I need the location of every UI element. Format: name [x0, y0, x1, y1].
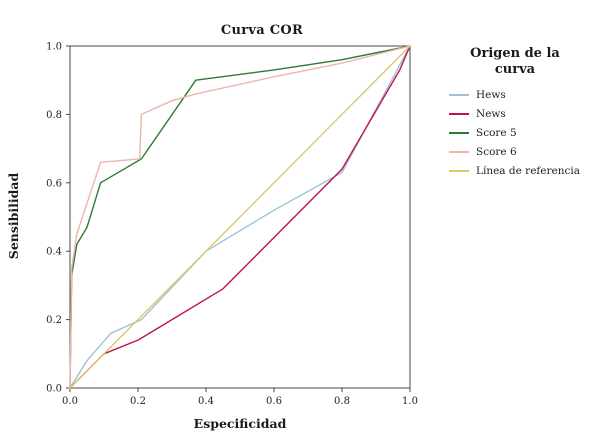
legend-swatch: [449, 93, 469, 96]
series-line-línea-de-referencia: [69, 45, 411, 389]
y-tick-label: 1.0: [46, 42, 62, 53]
y-tick-label: 0.4: [46, 247, 62, 258]
legend-swatch: [449, 112, 469, 115]
series-line-hews: [69, 45, 411, 389]
x-tick-label: 0.8: [334, 396, 350, 407]
series-line-news: [69, 45, 411, 389]
legend-label: News: [476, 107, 506, 120]
legend-item: News: [449, 108, 585, 120]
y-tick-label: 0.2: [46, 315, 62, 326]
series-line-score-6: [69, 45, 411, 389]
legend-label: Hews: [476, 88, 506, 101]
y-tick-label: 0.6: [46, 178, 62, 189]
x-tick-label: 0.2: [130, 396, 146, 407]
legend-label: Línea de referencia: [476, 164, 581, 177]
legend-label: Score 5: [476, 126, 517, 139]
x-tick-label: 0.6: [266, 396, 282, 407]
x-axis-label: Especificidad: [194, 416, 287, 431]
legend: Origen de la curva Hews News Score 5 Score …: [445, 46, 585, 447]
y-tick-label: 0.8: [46, 110, 62, 121]
legend-swatch: [449, 131, 469, 134]
x-tick-label: 0.0: [62, 396, 78, 407]
chart-title: Curva COR: [221, 23, 303, 38]
x-tick-label: 1.0: [402, 396, 418, 407]
legend-swatch: [449, 150, 469, 153]
legend-swatch: [449, 169, 469, 172]
legend-label: Score 6: [476, 145, 517, 158]
legend-item: Score 6: [449, 146, 585, 158]
roc-chart: Curva COR Especificidad Sensibilidad 0.0…: [6, 23, 418, 431]
legend-item: Hews: [449, 89, 585, 101]
y-tick-label: 0.0: [46, 384, 62, 395]
x-tick-label: 0.4: [198, 396, 214, 407]
legend-item: Línea de referencia: [449, 165, 585, 177]
y-axis-label: Sensibilidad: [6, 173, 21, 260]
legend-title: Origen de la curva: [470, 46, 560, 78]
legend-items: Hews News Score 5 Score 6 Línea de referenci…: [445, 89, 585, 177]
chart-area: Curva COR Especificidad Sensibilidad 0.0…: [6, 23, 418, 431]
series-line-score-5: [69, 45, 411, 389]
legend-item: Score 5: [449, 127, 585, 139]
